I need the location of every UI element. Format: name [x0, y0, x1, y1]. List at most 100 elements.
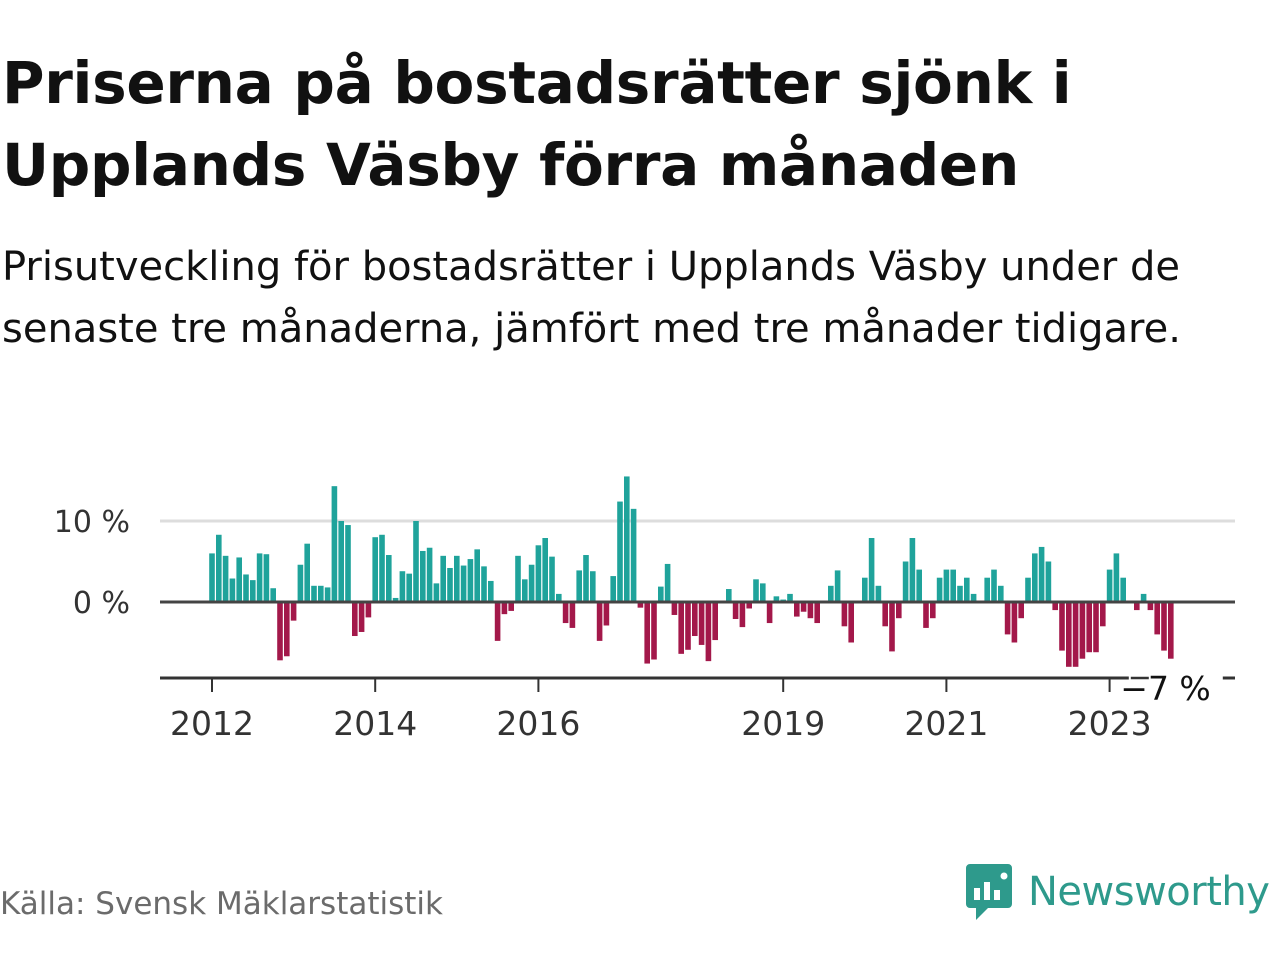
bar	[263, 554, 270, 602]
y-tick-label: 0 %	[73, 586, 130, 621]
bar	[583, 555, 589, 602]
bar	[766, 602, 773, 624]
bar	[481, 566, 487, 602]
bar	[814, 602, 820, 624]
bar	[528, 564, 535, 602]
bar	[957, 585, 963, 602]
bar	[488, 580, 494, 602]
bar	[726, 589, 732, 602]
bar	[1100, 602, 1106, 627]
bar	[494, 602, 501, 641]
bar-chart: 0 % 10 % 2012 2014 2016 2019 2021 2023−7 %	[54, 476, 1235, 743]
bar	[250, 580, 256, 602]
bar	[617, 501, 623, 602]
bar	[964, 577, 970, 602]
bar	[1066, 602, 1072, 667]
bar	[943, 569, 950, 602]
bar	[739, 602, 746, 628]
bar	[426, 547, 433, 602]
x-tick-label: 2016	[496, 704, 580, 743]
bar	[1004, 602, 1011, 635]
bar	[630, 508, 637, 602]
bar	[433, 583, 440, 602]
bar	[590, 571, 596, 602]
bar	[467, 559, 474, 602]
bar	[222, 555, 229, 602]
bar	[406, 573, 412, 602]
bar	[1093, 602, 1099, 653]
bar	[535, 545, 542, 602]
bar	[923, 602, 929, 628]
y-tick-label: 10 %	[54, 505, 130, 540]
bar	[392, 597, 399, 602]
bar	[345, 525, 351, 602]
bar	[413, 521, 419, 602]
bar	[270, 588, 276, 602]
bar	[998, 585, 1004, 602]
x-tick-label: 2021	[904, 704, 988, 743]
bar	[936, 577, 943, 602]
bar	[692, 602, 698, 637]
bar	[508, 602, 514, 611]
bar	[460, 565, 467, 602]
bar	[277, 602, 283, 661]
bar	[515, 555, 521, 602]
bar	[705, 602, 712, 662]
bar	[787, 593, 793, 602]
bar	[882, 602, 888, 627]
bar	[290, 602, 297, 621]
bar	[800, 602, 807, 612]
bar	[399, 571, 406, 602]
bar	[318, 585, 324, 602]
bar	[576, 570, 582, 602]
bar	[991, 569, 997, 602]
bar	[902, 561, 909, 602]
bar	[304, 543, 310, 602]
bar	[678, 602, 684, 654]
bar	[916, 569, 922, 602]
bar	[284, 602, 290, 657]
bar	[501, 602, 508, 615]
bar	[1140, 593, 1147, 602]
bar	[732, 602, 739, 620]
x-tick-label: 2019	[741, 704, 825, 743]
newsworthy-logo-icon	[966, 864, 1012, 920]
bar	[1154, 602, 1160, 635]
bar	[651, 602, 657, 660]
bar	[1011, 602, 1018, 643]
bar	[1147, 602, 1154, 611]
bar	[311, 585, 317, 602]
bar	[664, 563, 671, 602]
bar	[644, 602, 650, 664]
bar	[610, 576, 616, 602]
bar	[603, 602, 610, 626]
bar	[331, 486, 338, 602]
bar	[698, 602, 705, 645]
bar	[637, 602, 644, 608]
bar	[420, 550, 426, 602]
chart-title: Priserna på bostadsrätter sjönk i Upplan…	[2, 49, 1072, 199]
bar	[596, 602, 603, 641]
bar	[712, 602, 718, 641]
x-tick-label: 2012	[170, 704, 254, 743]
bar	[1032, 553, 1038, 602]
bar	[848, 602, 854, 643]
source-note: Källa: Svensk Mäklarstatistik	[0, 886, 443, 922]
bar	[875, 585, 882, 602]
bar	[569, 602, 576, 628]
bar	[549, 556, 555, 602]
bar	[229, 578, 236, 602]
bar	[1038, 546, 1045, 602]
bar	[889, 602, 895, 652]
bar	[1086, 602, 1092, 653]
bar	[338, 521, 344, 602]
bar	[1079, 602, 1086, 659]
bar	[386, 555, 392, 602]
bar	[209, 553, 215, 602]
bar	[1072, 602, 1079, 667]
bar	[522, 579, 528, 602]
bar	[379, 534, 385, 602]
bar	[970, 593, 977, 602]
x-tick-label: 2023	[1068, 704, 1152, 743]
bar	[984, 577, 990, 602]
